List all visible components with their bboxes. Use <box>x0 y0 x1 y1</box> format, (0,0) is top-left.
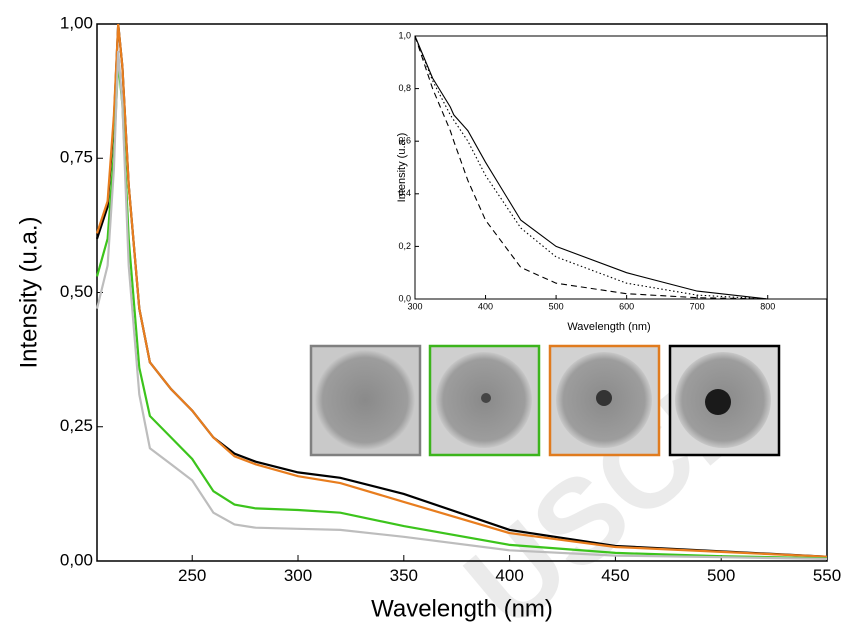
x-tick-label: 450 <box>601 566 629 585</box>
data-line <box>414 35 768 300</box>
x-tick-label: 400 <box>478 301 493 311</box>
x-axis-title: Wavelength (nm) <box>567 321 650 333</box>
y-axis-title: Intensity (u.a.) <box>15 216 42 368</box>
y-axis-title: Intensity (u.a.) <box>396 133 408 203</box>
data-line <box>414 35 768 300</box>
x-tick-label: 600 <box>619 301 634 311</box>
data-line <box>95 50 828 560</box>
x-tick-label: 300 <box>284 566 312 585</box>
particle-core <box>705 389 731 415</box>
y-tick-label: 0,25 <box>60 416 93 435</box>
x-axis-title: Wavelength (nm) <box>371 595 553 622</box>
y-tick-label: 0,6 <box>398 136 411 146</box>
x-tick-label: 250 <box>178 566 206 585</box>
x-tick-label: 500 <box>707 566 735 585</box>
y-tick-label: 0,0 <box>398 293 411 303</box>
particle <box>315 350 415 450</box>
particle-core <box>481 393 491 403</box>
y-tick-label: 0,4 <box>398 188 411 198</box>
y-tick-label: 1,0 <box>398 30 411 40</box>
y-tick-label: 1,00 <box>60 13 93 32</box>
y-tick-label: 0,00 <box>60 550 93 569</box>
x-tick-label: 700 <box>690 301 705 311</box>
chart: 0,00 0,25 0,50 0,75 1,00 250 300 350 400 450 500 55… <box>15 13 841 622</box>
x-tick-label: 300 <box>407 301 422 311</box>
y-tick-label: 0,8 <box>398 83 411 93</box>
chart: 0,0 0,2 0,4 0,6 0,8 1,0 300 400 500 600 700 800 Wave… <box>396 30 828 333</box>
x-tick-label: 350 <box>390 566 418 585</box>
y-tick-label: 0,50 <box>60 282 93 301</box>
y-tick-label: 0,75 <box>60 148 93 167</box>
x-tick-label: 800 <box>760 301 775 311</box>
x-tick-label: 500 <box>549 301 564 311</box>
x-tick-label: 550 <box>813 566 841 585</box>
data-line <box>95 23 828 558</box>
x-tick-label: 400 <box>495 566 523 585</box>
thumbnails <box>309 344 781 457</box>
particle-core <box>596 390 612 406</box>
data-line <box>414 35 768 300</box>
plot-frame <box>414 35 828 300</box>
y-tick-label: 0,2 <box>398 241 411 251</box>
